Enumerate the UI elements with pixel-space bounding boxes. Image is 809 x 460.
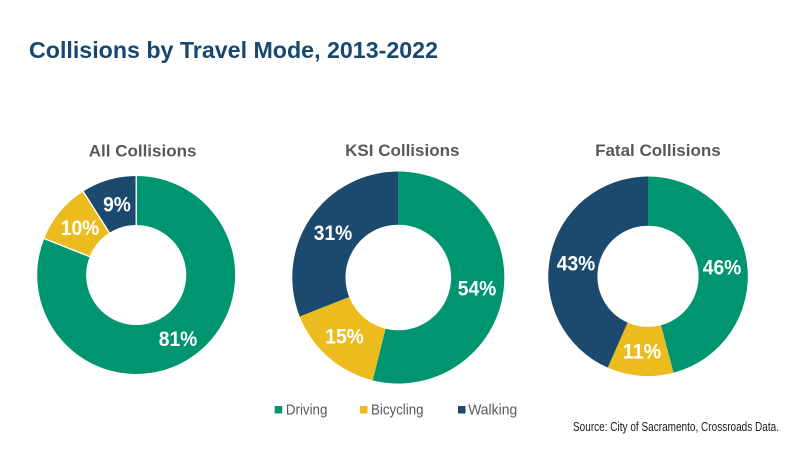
svg-text:46%: 46%: [703, 257, 742, 280]
svg-text:Walking: Walking: [468, 402, 517, 419]
svg-text:9%: 9%: [103, 193, 131, 216]
svg-text:Fatal Collisions: Fatal Collisions: [595, 141, 721, 160]
svg-text:15%: 15%: [325, 326, 364, 349]
svg-text:All Collisions: All Collisions: [89, 142, 197, 161]
svg-text:Source: City of Sacramento, Cr: Source: City of Sacramento, Crossroads D…: [573, 419, 779, 434]
svg-text:31%: 31%: [314, 222, 353, 245]
svg-text:43%: 43%: [557, 253, 596, 276]
svg-text:11%: 11%: [623, 341, 662, 364]
svg-text:Collisions by Travel Mode, 201: Collisions by Travel Mode, 2013-2022: [29, 37, 438, 63]
svg-text:54%: 54%: [458, 278, 497, 301]
svg-text:Driving: Driving: [286, 402, 328, 419]
svg-text:10%: 10%: [61, 217, 100, 240]
svg-text:81%: 81%: [159, 328, 198, 351]
svg-text:Bicycling: Bicycling: [371, 402, 424, 419]
svg-text:KSI Collisions: KSI Collisions: [345, 141, 459, 160]
